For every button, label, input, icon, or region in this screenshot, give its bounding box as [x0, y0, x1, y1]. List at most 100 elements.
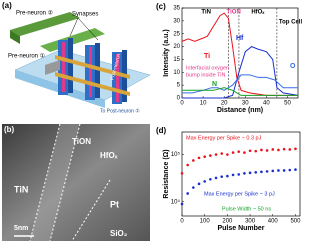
point	[209, 177, 212, 181]
point	[180, 202, 184, 206]
x-axis-label: Distance (nm)	[217, 107, 263, 114]
annotation: Max Energy per Spike ~ 3 pJ	[204, 191, 275, 197]
plot-frame	[181, 131, 301, 217]
point	[265, 149, 269, 152]
plot-frame	[181, 7, 299, 99]
device-schematic	[10, 12, 151, 108]
y-tick-label: 10	[173, 70, 180, 76]
interface	[49, 123, 81, 242]
x-tick-label: 30	[242, 101, 249, 107]
y-tick-label: 30	[173, 18, 180, 24]
point	[220, 152, 224, 155]
y-tick-label: 35	[173, 6, 180, 12]
label: To Post-neuron ①	[100, 108, 140, 114]
point	[288, 148, 292, 151]
label: Synapses	[72, 12, 98, 18]
x-axis-label: Pulse Number	[217, 225, 264, 232]
panel-label: (c)	[156, 2, 166, 11]
y-tick-label: 10⁵	[171, 151, 181, 158]
point	[271, 148, 275, 151]
annotation: Interfacial oxygen	[186, 65, 229, 71]
y-tick-label: 15	[173, 57, 180, 63]
label: TiN	[14, 184, 28, 194]
point	[237, 173, 241, 176]
point	[282, 147, 286, 151]
series-line	[182, 87, 298, 96]
point	[214, 153, 218, 156]
point	[288, 168, 292, 172]
series-line	[181, 12, 298, 96]
point	[248, 149, 252, 153]
point	[260, 170, 263, 174]
x-tick-label: 50	[284, 101, 291, 107]
y-tick-label: 5	[177, 83, 181, 89]
point	[294, 147, 297, 151]
point	[226, 153, 229, 156]
point	[265, 170, 269, 173]
panel-label: (a)	[2, 1, 12, 10]
label: HfOₓ	[100, 151, 118, 160]
point	[197, 182, 201, 186]
point	[226, 174, 229, 178]
x-tick-label: 300	[245, 219, 256, 225]
y-axis-label: Intensity (a.u.)	[163, 29, 170, 76]
scale-label: 5nm	[14, 225, 28, 232]
y-axis-label: Resistance (Ω)	[163, 149, 170, 198]
point	[186, 192, 189, 195]
label: Pt	[110, 199, 119, 209]
point	[248, 171, 252, 175]
point	[209, 154, 212, 157]
point	[186, 163, 189, 167]
point	[243, 172, 246, 175]
tion-layer	[30, 124, 80, 241]
point	[254, 149, 258, 153]
y-tick-label: 0	[177, 96, 181, 102]
tem-image	[2, 124, 150, 241]
x-tick-label: 0	[180, 101, 184, 107]
point	[231, 173, 235, 177]
point	[237, 150, 241, 153]
y-tick-label: 25	[173, 31, 180, 37]
point	[277, 169, 280, 172]
figure: (a) Pre-neuron ② Synapses Pre-neuron ① P…	[2, 1, 303, 242]
panel-label: (d)	[156, 126, 167, 135]
region-label: HfOₓ	[251, 10, 265, 16]
series-label: N	[212, 81, 217, 88]
annotation: Max Energy per Spike ~ 0.3 pJ	[186, 135, 262, 141]
point	[197, 156, 201, 160]
label: TiON	[72, 137, 91, 146]
panel-label: (b)	[4, 125, 15, 134]
y-tick-label: 10⁴	[171, 198, 181, 205]
point	[192, 186, 195, 189]
point	[220, 175, 224, 178]
point	[214, 176, 218, 180]
region-label: TiON	[227, 10, 241, 16]
y-tick-label: 20	[173, 44, 180, 50]
annotation: bump inside TiN	[186, 72, 225, 78]
point	[203, 155, 206, 159]
series-label: O	[290, 63, 296, 70]
label: Pre-neuron ②	[16, 10, 53, 17]
series-label: Hf	[236, 35, 244, 42]
x-tick-label: 200	[222, 219, 233, 225]
point	[294, 168, 297, 171]
region-label: Top Cell	[279, 20, 303, 26]
point	[243, 151, 246, 154]
point	[277, 148, 280, 152]
series-line	[182, 46, 299, 99]
x-tick-label: 0	[180, 219, 184, 225]
x-tick-label: 100	[200, 219, 211, 225]
point	[260, 148, 263, 152]
interface	[29, 123, 61, 242]
point	[271, 169, 275, 173]
x-tick-label: 40	[263, 101, 270, 107]
point	[180, 172, 184, 175]
point	[254, 171, 258, 174]
annotation: Pulse Width ~ 50 ns	[222, 206, 271, 212]
x-tick-label: 10	[200, 101, 207, 107]
x-tick-label: 400	[268, 219, 279, 225]
point	[203, 180, 206, 183]
point	[282, 169, 286, 172]
x-tick-label: 500	[290, 219, 301, 225]
label: Pre-neuron ①	[8, 53, 45, 60]
